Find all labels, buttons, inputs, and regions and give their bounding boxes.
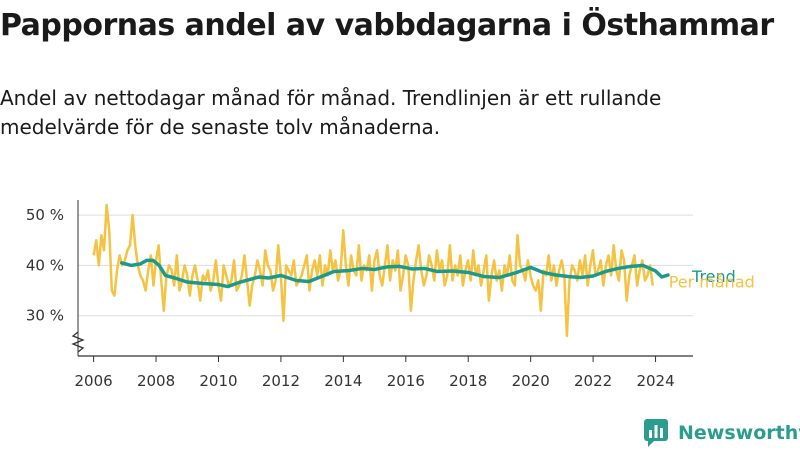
x-tick-label: 2006 <box>75 372 113 390</box>
x-tick-label: 2020 <box>512 372 550 390</box>
x-tick-label: 2012 <box>262 372 300 390</box>
x-tick-label: 2024 <box>636 372 674 390</box>
legend-label-trend: Trend <box>691 267 736 286</box>
y-tick-label: 50 % <box>26 206 64 224</box>
axis-break-icon <box>71 331 85 353</box>
x-tick-label: 2022 <box>574 372 612 390</box>
x-tick-label: 2010 <box>199 372 237 390</box>
x-tick-label: 2014 <box>324 372 362 390</box>
x-tick-label: 2016 <box>387 372 425 390</box>
chart-title: Pappornas andel av vabbdagarna i Östhamm… <box>0 8 774 43</box>
newsworthy-logo: Newsworthy <box>644 419 800 447</box>
series-line-trend <box>119 258 670 289</box>
chart-subtitle: Andel av nettodagar månad för månad. Tre… <box>0 86 662 139</box>
brand-name: Newsworthy <box>678 422 800 444</box>
legend-label-per-manad: Per månad <box>669 273 755 292</box>
y-tick-label: 40 % <box>26 256 64 274</box>
y-tick-label: 30 % <box>26 307 64 325</box>
series-line-per-manad <box>92 203 654 338</box>
x-tick-label: 2018 <box>449 372 487 390</box>
x-tick-label: 2008 <box>137 372 175 390</box>
newsworthy-chart-icon <box>644 419 668 447</box>
